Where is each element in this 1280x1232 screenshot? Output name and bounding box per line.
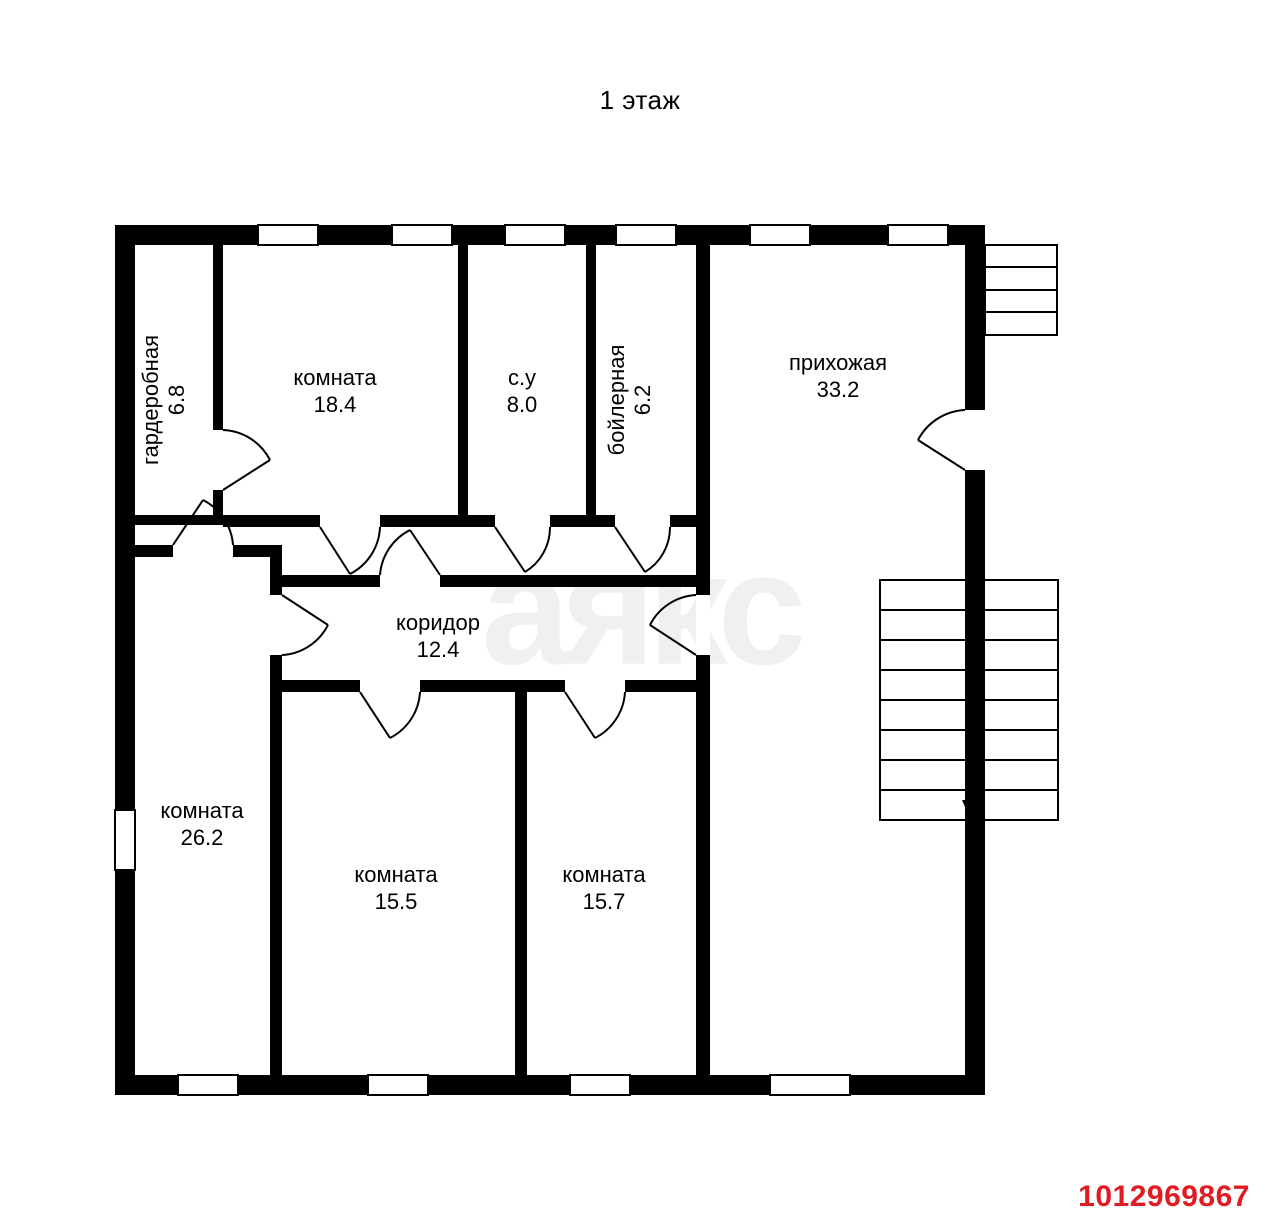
area-bath: 8.0: [507, 392, 538, 417]
area-boiler: 6.2: [630, 385, 655, 416]
area-hall: 33.2: [817, 377, 860, 402]
label-hall: прихожая: [789, 350, 887, 375]
area-room1: 18.4: [314, 392, 357, 417]
label-bath: с.у: [508, 365, 536, 390]
area-room4: 15.7: [583, 889, 626, 914]
label-room3: комната: [354, 862, 438, 887]
room-labels: гардеробная 6.8 комната 18.4 с.у 8.0 бой…: [138, 335, 887, 914]
area-wardrobe: 6.8: [164, 385, 189, 416]
area-room2: 26.2: [181, 825, 224, 850]
label-wardrobe: гардеробная: [138, 335, 163, 465]
label-room1: комната: [293, 365, 377, 390]
label-corridor: коридор: [396, 610, 480, 635]
label-boiler: бойлерная: [604, 345, 629, 456]
area-corridor: 12.4: [417, 637, 460, 662]
floorplan-svg: гардеробная 6.8 комната 18.4 с.у 8.0 бой…: [0, 0, 1280, 1232]
stairs-outside: [985, 245, 1057, 335]
label-room2: комната: [160, 798, 244, 823]
label-room4: комната: [562, 862, 646, 887]
left-windows: [115, 810, 135, 870]
area-room3: 15.5: [375, 889, 418, 914]
stairs-inside: [880, 580, 1058, 820]
